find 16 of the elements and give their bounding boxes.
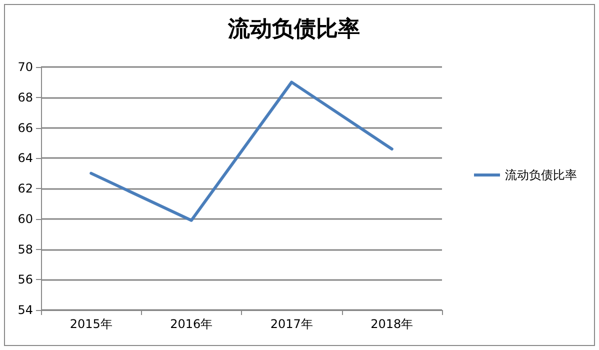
- y-tick-label: 70: [18, 60, 33, 74]
- y-tick-label: 58: [18, 242, 33, 256]
- y-tick-label: 68: [18, 90, 33, 104]
- y-tick-label: 56: [18, 272, 33, 287]
- y-tick-label: 64: [18, 151, 33, 166]
- y-tick-label: 66: [18, 120, 33, 135]
- y-tick-label: 60: [18, 212, 33, 226]
- x-tick-label: 2018年: [370, 317, 414, 331]
- chart-title: 流动负债比率: [227, 16, 360, 42]
- line-series: [90, 80, 394, 222]
- x-tick-label: 2017年: [270, 317, 313, 331]
- x-tick-label: 2015年: [70, 317, 112, 331]
- y-tick-label: 54: [18, 303, 33, 317]
- x-tick-label: 2016年: [170, 317, 213, 331]
- legend-label: 流动负债比率: [505, 168, 577, 182]
- y-tick-label: 62: [18, 182, 33, 196]
